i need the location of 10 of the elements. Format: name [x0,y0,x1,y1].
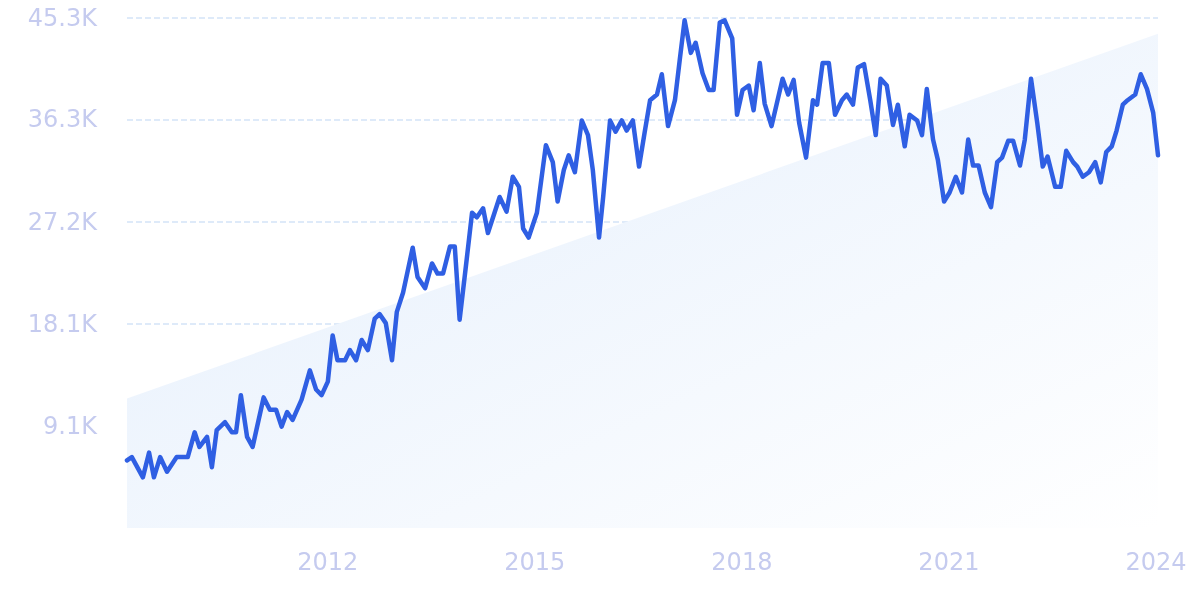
x-tick-label: 2012 [297,548,359,576]
y-tick-label: 36.3K [27,105,99,134]
y-tick-label: 9.1K [43,411,99,440]
x-tick-label: 2021 [918,548,980,576]
y-tick-label: 45.3K [27,4,99,32]
x-tick-label: 2018 [711,548,773,576]
x-tick-label: 2015 [504,548,566,576]
y-tick-label: 18.1K [27,310,99,339]
x-tick-label: 2024 [1125,548,1187,576]
y-tick-label: 27.2K [27,207,99,236]
